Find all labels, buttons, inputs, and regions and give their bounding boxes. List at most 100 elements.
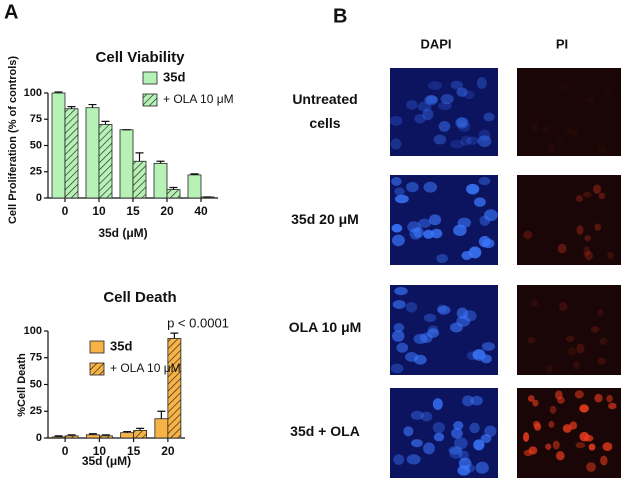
nucleus [477, 135, 492, 148]
nucleus [456, 117, 468, 128]
row-label-line: Untreated [292, 91, 357, 107]
nucleus [394, 194, 409, 204]
nucleus [405, 352, 419, 362]
nucleus [599, 337, 608, 346]
nucleus [546, 364, 553, 373]
nucleus [440, 93, 454, 105]
panel-label: A [4, 1, 18, 23]
y-tick-label: 100 [24, 87, 42, 99]
x-tick-label: 20 [161, 444, 175, 458]
nucleus [475, 461, 489, 474]
y-tick-label: 50 [30, 378, 42, 390]
nucleus [528, 446, 538, 455]
nucleus [579, 431, 590, 442]
nucleus [391, 177, 402, 186]
error-bar [88, 433, 97, 435]
nucleus [426, 95, 438, 104]
nucleus [531, 121, 539, 132]
bar [85, 107, 100, 199]
bar-hatch [65, 435, 79, 438]
nucleus [584, 235, 591, 242]
nucleus [436, 253, 448, 264]
bar-hatch [167, 338, 181, 438]
nucleus [438, 101, 452, 111]
nucleus [391, 330, 405, 342]
nucleus [484, 425, 497, 437]
row-label-line: 35d + OLA [290, 423, 360, 439]
x-tick-label: 0 [62, 204, 69, 218]
nucleus [594, 393, 603, 403]
nucleus [570, 129, 579, 137]
nucleus [590, 326, 600, 333]
error-bar [135, 152, 144, 162]
y-tick-label: 25 [30, 166, 42, 178]
nucleus [584, 250, 593, 261]
nucleus [449, 447, 463, 459]
bar [154, 418, 169, 439]
nucleus [461, 251, 473, 260]
nucleus [394, 187, 405, 196]
nucleus [454, 437, 468, 450]
nucleus [554, 390, 563, 400]
error-bar [54, 435, 63, 437]
nucleus [560, 82, 569, 91]
nucleus [549, 405, 557, 414]
y-axis-label: Cell Proliferation (% of controls) [7, 56, 19, 224]
nucleus [390, 138, 402, 150]
bar [119, 129, 134, 199]
nucleus [406, 181, 419, 193]
nucleus [585, 107, 591, 117]
nucleus [450, 80, 463, 90]
nucleus [463, 90, 475, 100]
bar-hatch [65, 108, 78, 198]
nucleus [567, 347, 577, 356]
x-tick-label: 10 [93, 444, 107, 458]
column-header: DAPI [420, 36, 451, 51]
nucleus [418, 218, 432, 228]
nucleus [396, 342, 409, 353]
micrograph [390, 285, 498, 375]
nucleus [423, 442, 435, 455]
y-tick-label: 25 [30, 405, 42, 417]
legend-swatch [89, 340, 105, 354]
nucleus [433, 432, 445, 442]
nucleus [407, 221, 421, 233]
nucleus [462, 395, 474, 407]
annotation: p < 0.0001 [167, 315, 229, 330]
nucleus [608, 402, 617, 410]
legend-hatch [90, 363, 104, 375]
nucleus [523, 230, 533, 240]
nucleus [455, 117, 469, 129]
legend-hatch [143, 94, 157, 106]
nucleus [420, 411, 433, 422]
nucleus [456, 315, 471, 327]
nucleus [390, 363, 404, 374]
nucleus [559, 302, 568, 312]
nucleus [483, 112, 495, 122]
y-tick-label: 75 [30, 352, 42, 364]
nucleus [423, 313, 437, 323]
nucleus [583, 191, 592, 198]
nucleus [565, 128, 574, 134]
y-axis-label: %Cell Death [16, 353, 28, 417]
row-label-line: cells [309, 115, 340, 131]
row-label-line: OLA 10 μM [289, 319, 362, 335]
micrograph [517, 175, 621, 265]
legend-label: + OLA 10 μM [110, 361, 181, 375]
nucleus [557, 243, 567, 254]
error-bar [67, 106, 76, 109]
nucleus [406, 99, 418, 110]
bar [85, 434, 100, 439]
legend-label: 35d [110, 338, 132, 353]
nucleus [523, 432, 530, 442]
nucleus [557, 137, 564, 145]
nucleus [405, 302, 418, 313]
nucleus [428, 81, 443, 91]
legend-swatch [142, 71, 158, 85]
y-tick-label: 0 [36, 192, 42, 204]
error-bar [169, 186, 178, 190]
nucleus [428, 214, 442, 226]
bar [120, 432, 135, 439]
nucleus [597, 357, 606, 365]
nucleus [606, 394, 613, 403]
